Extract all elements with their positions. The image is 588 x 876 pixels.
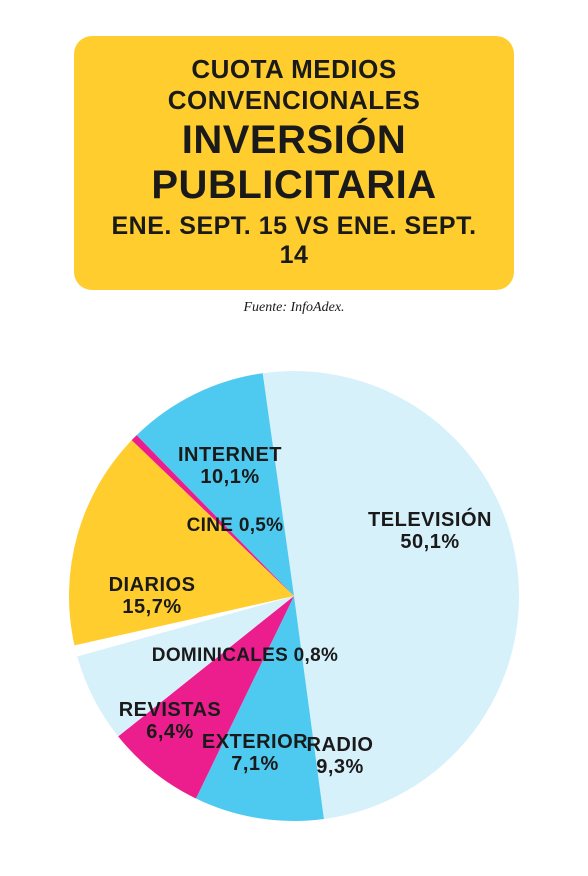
title-box: CUOTA MEDIOS CONVENCIONALES INVERSIÓN PU… — [74, 36, 514, 290]
title-line-3: ENE. SEPT. 15 VS ENE. SEPT. 14 — [94, 212, 494, 270]
title-line-2: INVERSIÓN PUBLICITARIA — [94, 118, 494, 208]
title-line-1: CUOTA MEDIOS CONVENCIONALES — [94, 54, 494, 116]
slice-label-dominicales: DOMINICALES 0,8% — [152, 645, 338, 666]
slice-label-radio: RADIO9,3% — [307, 734, 374, 778]
source-text: Fuente: InfoAdex. — [0, 300, 588, 316]
pie-chart: TELEVISIÓN50,1%RADIO9,3%EXTERIOR7,1%REVI… — [0, 316, 588, 876]
slice-label-cine: CINE 0,5% — [187, 515, 284, 536]
